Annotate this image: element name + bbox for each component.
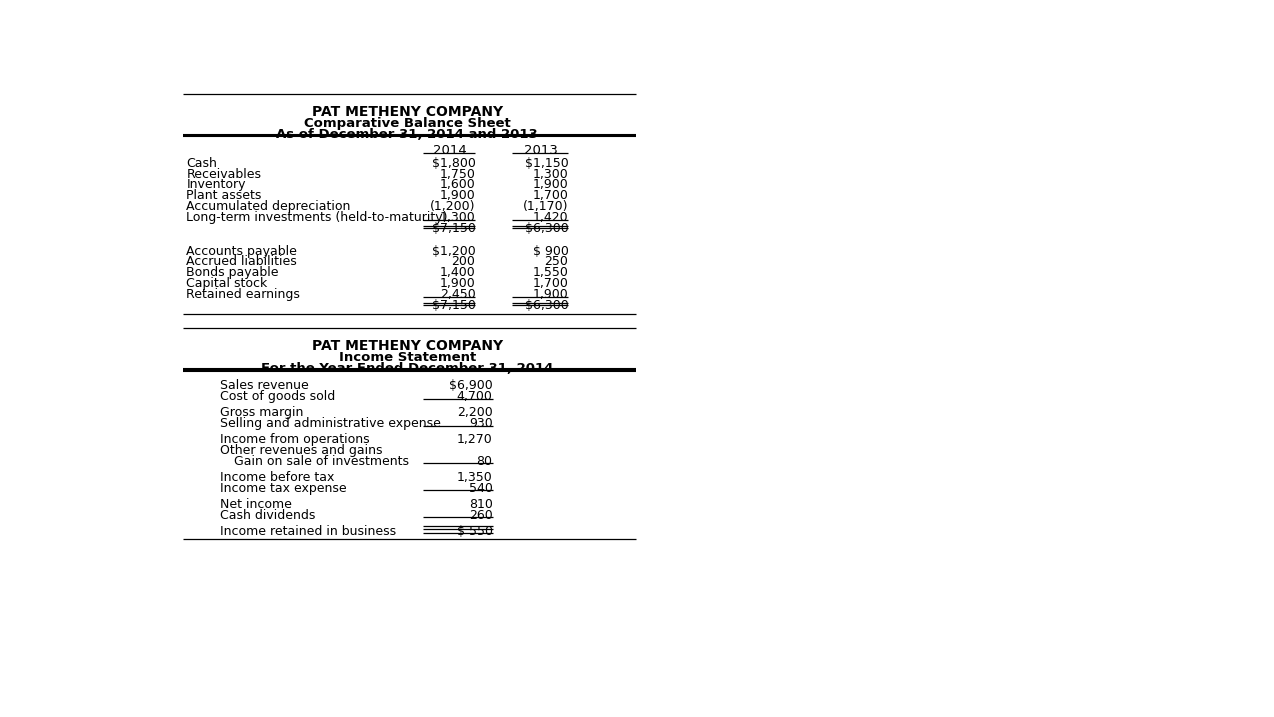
- Text: 80: 80: [476, 455, 493, 468]
- Text: Income Statement: Income Statement: [339, 351, 476, 364]
- Text: 2014: 2014: [433, 144, 466, 157]
- Text: 1,300: 1,300: [440, 211, 475, 224]
- Text: $7,150: $7,150: [432, 299, 475, 313]
- Text: Accumulated depreciation: Accumulated depreciation: [186, 200, 350, 213]
- Text: $6,300: $6,300: [525, 299, 568, 313]
- Text: Gross margin: Gross margin: [219, 407, 303, 419]
- Text: 1,900: 1,900: [440, 189, 475, 202]
- Text: Comparative Balance Sheet: Comparative Balance Sheet: [304, 117, 511, 130]
- Text: 1,700: 1,700: [533, 189, 568, 202]
- Text: PAT METHENY COMPANY: PAT METHENY COMPANY: [312, 339, 503, 353]
- Text: Income tax expense: Income tax expense: [219, 482, 347, 495]
- Text: Selling and administrative expense: Selling and administrative expense: [219, 417, 441, 430]
- Text: Cost of goods sold: Cost of goods sold: [219, 390, 335, 403]
- Text: Accrued liabilities: Accrued liabilities: [186, 255, 297, 268]
- Text: Income retained in business: Income retained in business: [219, 525, 396, 538]
- Text: $6,300: $6,300: [525, 222, 568, 235]
- Text: 1,900: 1,900: [440, 277, 475, 290]
- Text: Accounts payable: Accounts payable: [186, 244, 297, 257]
- Text: As of December 31, 2014 and 2013: As of December 31, 2014 and 2013: [276, 128, 538, 141]
- Text: Gain on sale of investments: Gain on sale of investments: [233, 455, 409, 468]
- Text: 540: 540: [469, 482, 493, 495]
- Text: 1,300: 1,300: [533, 168, 568, 181]
- Text: 1,750: 1,750: [440, 168, 475, 181]
- Text: $1,800: $1,800: [432, 157, 475, 170]
- Text: 1,700: 1,700: [533, 277, 568, 290]
- Text: $1,150: $1,150: [525, 157, 568, 170]
- Text: Cash dividends: Cash dividends: [219, 509, 315, 522]
- Text: 1,900: 1,900: [533, 288, 568, 300]
- Text: 1,270: 1,270: [457, 433, 493, 446]
- Text: Long-term investments (held-to-maturity): Long-term investments (held-to-maturity): [186, 211, 448, 224]
- Text: 810: 810: [469, 498, 493, 511]
- Text: For the Year Ended December 31, 2014: For the Year Ended December 31, 2014: [261, 361, 553, 375]
- Text: 1,900: 1,900: [533, 179, 568, 191]
- Text: 250: 250: [544, 255, 568, 268]
- Text: 4,700: 4,700: [456, 390, 493, 403]
- Text: Retained earnings: Retained earnings: [186, 288, 301, 300]
- Text: Net income: Net income: [219, 498, 292, 511]
- Text: 930: 930: [469, 417, 493, 430]
- Text: Income from operations: Income from operations: [219, 433, 369, 446]
- Text: Sales revenue: Sales revenue: [219, 379, 308, 392]
- Text: $1,200: $1,200: [432, 244, 475, 257]
- Text: Cash: Cash: [186, 157, 218, 170]
- Text: Inventory: Inventory: [186, 179, 246, 191]
- Text: 200: 200: [451, 255, 475, 268]
- Text: (1,170): (1,170): [522, 200, 568, 213]
- Text: 1,350: 1,350: [457, 471, 493, 484]
- Text: 1,550: 1,550: [533, 266, 568, 279]
- Text: 1,600: 1,600: [440, 179, 475, 191]
- Text: Income before tax: Income before tax: [219, 471, 334, 484]
- Text: $ 550: $ 550: [456, 525, 493, 538]
- Text: Receivables: Receivables: [186, 168, 261, 181]
- Text: (1,200): (1,200): [429, 200, 475, 213]
- Text: 2013: 2013: [525, 144, 558, 157]
- Text: Plant assets: Plant assets: [186, 189, 261, 202]
- Text: $ 900: $ 900: [533, 244, 568, 257]
- Text: 2,200: 2,200: [457, 407, 493, 419]
- Text: PAT METHENY COMPANY: PAT METHENY COMPANY: [312, 105, 503, 119]
- Text: Other revenues and gains: Other revenues and gains: [219, 444, 382, 457]
- Text: 1,420: 1,420: [533, 211, 568, 224]
- Text: 260: 260: [469, 509, 493, 522]
- Text: 2,450: 2,450: [440, 288, 475, 300]
- Text: $7,150: $7,150: [432, 222, 475, 235]
- Text: 1,400: 1,400: [440, 266, 475, 279]
- Text: Bonds payable: Bonds payable: [186, 266, 279, 279]
- Text: Capital stock: Capital stock: [186, 277, 268, 290]
- Text: $6,900: $6,900: [448, 379, 493, 392]
